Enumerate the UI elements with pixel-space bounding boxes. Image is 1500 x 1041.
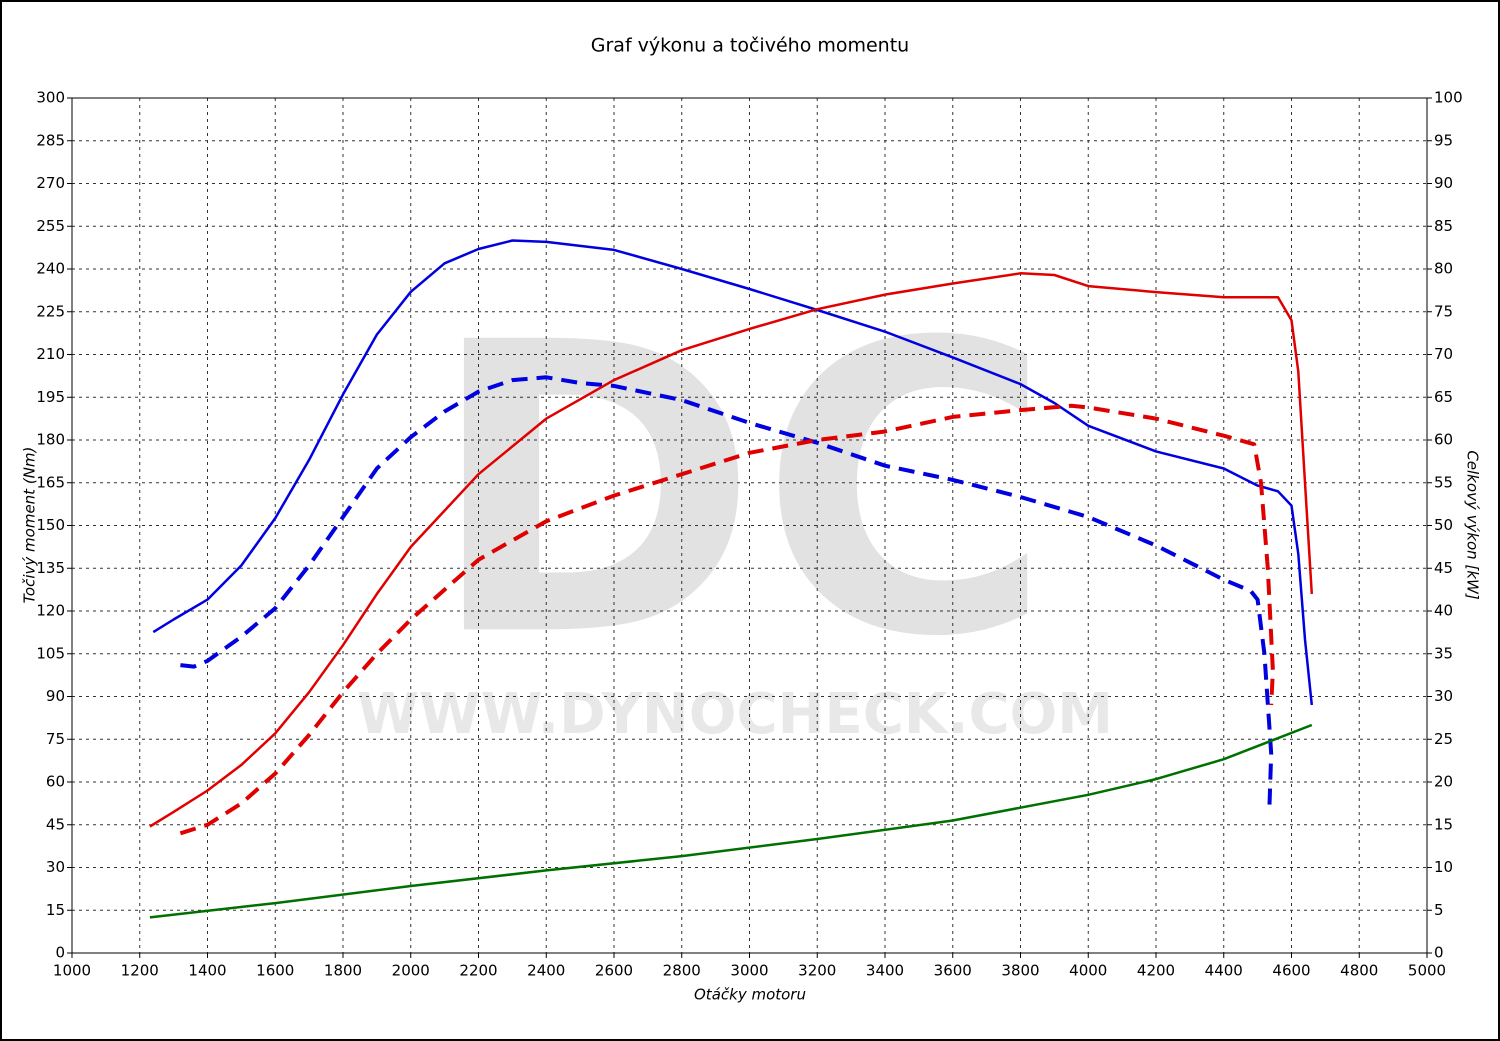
x-tick-label: 3400 [866,962,904,980]
y2-tick-label: 5 [1434,901,1444,919]
y2-tick-label: 55 [1434,473,1453,491]
x-tick-label: 3800 [1001,962,1039,980]
x-tick-label: 2200 [459,962,497,980]
y2-tick-label: 10 [1434,858,1453,876]
y2-tick-label: 35 [1434,644,1453,662]
x-tick-label: 1800 [324,962,362,980]
y2-tick-label: 85 [1434,217,1453,235]
y-tick-label: 165 [36,473,65,491]
y2-tick-label: 45 [1434,559,1453,577]
x-tick-label: 4600 [1272,962,1310,980]
y-tick-label: 255 [36,217,65,235]
y-tick-label: 15 [46,901,65,919]
y-tick-label: 210 [36,345,65,363]
y-tick-label: 180 [36,431,65,449]
y-tick-label: 45 [46,815,65,833]
y-tick-label: 240 [36,260,65,278]
y2-tick-label: 75 [1434,302,1453,320]
y2-tick-label: 70 [1434,345,1453,363]
x-tick-label: 1200 [121,962,159,980]
y-tick-label: 105 [36,644,65,662]
series-line [180,375,1274,805]
x-tick-label: 1000 [53,962,91,980]
plot-border [71,97,1428,954]
y-tick-label: 150 [36,516,65,534]
x-tick-label: 3600 [934,962,972,980]
y2-tick-label: 90 [1434,174,1453,192]
x-tick-label: 3200 [798,962,836,980]
y-tick-label: 90 [46,687,65,705]
y2-tick-label: 50 [1434,516,1453,534]
y-tick-label: 195 [36,388,65,406]
y-tick-label: 75 [46,730,65,748]
y-axis-label: Točivý moment (Nm) [21,447,39,604]
y2-tick-label: 80 [1434,260,1453,278]
y-tick-label: 60 [46,773,65,791]
watermark-url: WWW.DYNOCHECK.COM [357,682,1113,747]
y2-tick-label: 20 [1434,773,1453,791]
watermark: DC [427,259,1053,724]
y2-tick-label: 100 [1434,89,1463,107]
series-line [179,403,1275,836]
x-tick-label: 3000 [730,962,768,980]
x-tick-label: 2600 [595,962,633,980]
y2-tick-label: 0 [1434,944,1444,962]
x-tick-label: 2000 [392,962,430,980]
x-tick-label: 1400 [188,962,226,980]
series-line [149,272,1314,828]
x-tick-label: 2400 [527,962,565,980]
y-tick-label: 300 [36,89,65,107]
y-tick-label: 225 [36,302,65,320]
y-tick-label: 120 [36,602,65,620]
x-tick-label: 5000 [1408,962,1446,980]
y2-tick-label: 25 [1434,730,1453,748]
y-tick-label: 30 [46,858,65,876]
x-tick-label: 4200 [1137,962,1175,980]
y-tick-label: 270 [36,174,65,192]
chart-title: Graf výkonu a točivého momentu [591,35,909,57]
x-tick-label: 4400 [1205,962,1243,980]
series-line [149,723,1313,919]
y2-tick-label: 30 [1434,687,1453,705]
y2-tick-label: 65 [1434,388,1453,406]
y2-tick-label: 95 [1434,131,1453,149]
x-tick-label: 4000 [1069,962,1107,980]
y2-axis-label: Celkový výkon [kW] [1464,450,1482,600]
y2-tick-label: 40 [1434,602,1453,620]
x-tick-label: 1600 [256,962,294,980]
x-tick-label: 4800 [1340,962,1378,980]
y-tick-label: 0 [55,944,65,962]
y-tick-label: 285 [36,131,65,149]
x-axis-label: Otáčky motoru [694,986,806,1004]
y2-tick-label: 60 [1434,431,1453,449]
y-tick-label: 135 [36,559,65,577]
y2-tick-label: 15 [1434,815,1453,833]
x-tick-label: 2800 [663,962,701,980]
